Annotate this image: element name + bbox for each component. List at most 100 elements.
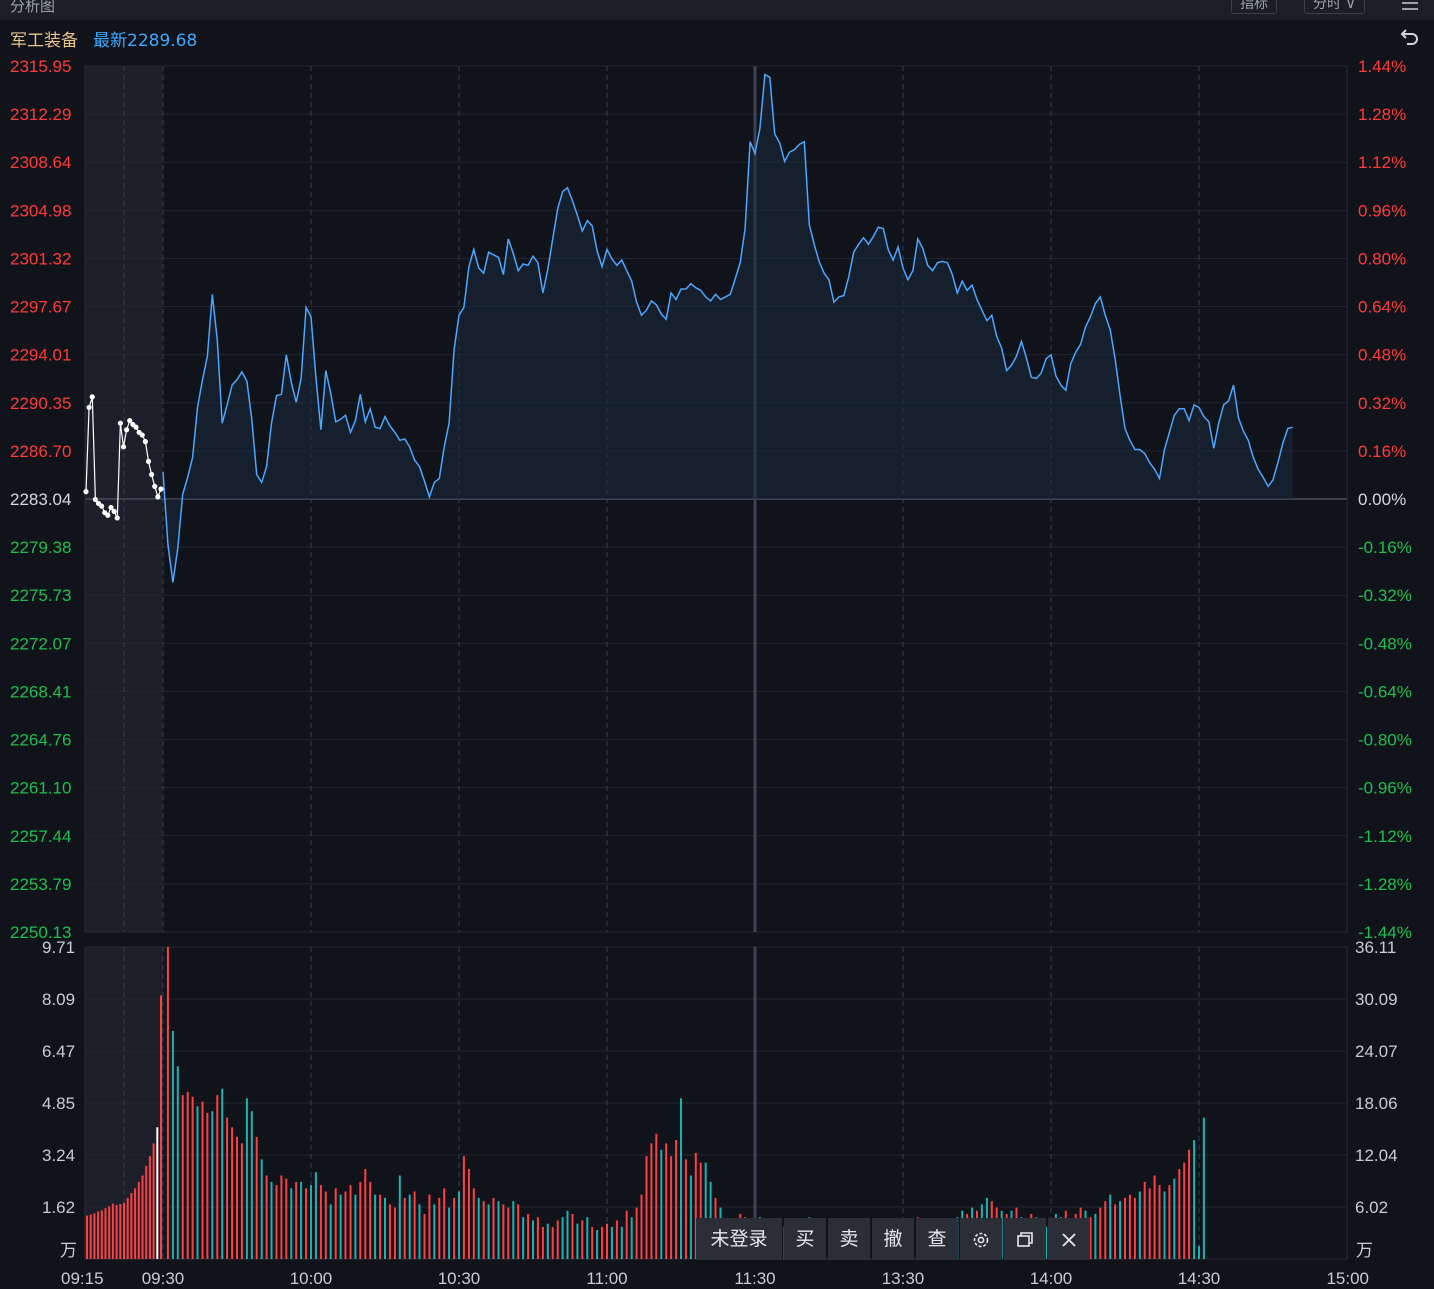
volume-bar xyxy=(374,1194,377,1259)
auction-point xyxy=(99,503,105,509)
auction-point xyxy=(127,417,133,424)
sell-button[interactable]: 卖 xyxy=(828,1218,870,1260)
volume-bar xyxy=(152,1143,155,1259)
volume-bar xyxy=(93,1213,96,1259)
volume-bar xyxy=(1089,1217,1092,1259)
volume-tick-label: 4.85 xyxy=(42,1094,75,1113)
price-tick-label: 2264.76 xyxy=(10,731,71,750)
volume-bar xyxy=(111,1203,114,1259)
volume-bar xyxy=(596,1230,599,1259)
volume-bar xyxy=(393,1207,396,1259)
indicator-button[interactable]: 指标 xyxy=(1231,0,1277,14)
volume-bar xyxy=(206,1112,209,1259)
time-tick-label: 15:00 xyxy=(1326,1269,1369,1288)
volume-bar xyxy=(186,1091,189,1259)
volume-bar xyxy=(1158,1185,1161,1259)
settings-button[interactable] xyxy=(960,1218,1002,1260)
volume-bar xyxy=(359,1181,362,1259)
cancel-order-button[interactable]: 撤 xyxy=(872,1218,914,1260)
volume-bar xyxy=(428,1194,431,1259)
volume-bar xyxy=(1168,1185,1171,1259)
period-dropdown[interactable]: 分时 ∨ xyxy=(1304,0,1365,14)
time-tick-label: 14:00 xyxy=(1030,1269,1073,1288)
volume-bar xyxy=(176,1066,179,1259)
time-tick-label: 13:30 xyxy=(882,1269,925,1288)
price-area xyxy=(163,74,1293,583)
volume-bar xyxy=(280,1175,283,1259)
volume-bar xyxy=(689,1175,692,1259)
auction-point xyxy=(149,471,155,478)
latest-price: 最新2289.68 xyxy=(93,31,198,51)
percent-tick-label: 1.12% xyxy=(1358,153,1406,172)
volume-bar xyxy=(1045,1226,1048,1259)
index-name: 军工装备 xyxy=(10,31,78,51)
price-tick-label: 2268.41 xyxy=(10,682,71,701)
close-button[interactable] xyxy=(1048,1218,1090,1260)
auction-point xyxy=(142,439,148,445)
volume-bar xyxy=(196,1106,199,1259)
volume-bar xyxy=(1202,1117,1205,1259)
volume-bar xyxy=(556,1220,559,1259)
price-tick-label: 2275.73 xyxy=(10,586,71,605)
volume-right-tick-label: 6.02 xyxy=(1355,1198,1388,1217)
volume-tick-label: 6.47 xyxy=(42,1042,75,1061)
query-button[interactable]: 查 xyxy=(916,1218,958,1260)
volume-bar xyxy=(221,1088,224,1259)
volume-right-tick-label: 18.06 xyxy=(1355,1094,1398,1113)
volume-bar xyxy=(1198,1246,1200,1259)
volume-bar xyxy=(349,1185,352,1259)
volume-bar xyxy=(211,1111,214,1259)
window-title: 分析图 xyxy=(10,0,56,15)
volume-bar xyxy=(655,1133,658,1259)
percent-tick-label: 0.16% xyxy=(1358,442,1406,461)
volume-bar xyxy=(1193,1140,1196,1259)
volume-bar xyxy=(305,1188,308,1259)
auction-point xyxy=(117,420,123,426)
volume-bar xyxy=(675,1140,678,1259)
volume-bar xyxy=(630,1217,633,1259)
volume-bar xyxy=(487,1204,490,1259)
percent-tick-label: -1.28% xyxy=(1358,875,1412,894)
volume-bar xyxy=(141,1175,144,1259)
percent-tick-label: 0.80% xyxy=(1358,249,1406,268)
restore-button[interactable] xyxy=(1004,1218,1046,1260)
volume-bar xyxy=(458,1191,460,1259)
time-tick-label: 09:30 xyxy=(142,1269,185,1288)
volume-bar xyxy=(191,1096,194,1259)
axis-labels: 2315.95 1.44% 2312.29 1.28% 2308.64 1.12% 2304… xyxy=(10,57,1412,1288)
volume-bar xyxy=(462,1156,465,1259)
price-tick-label: 2294.01 xyxy=(10,346,71,365)
volume-bar xyxy=(166,947,169,1259)
auction-point xyxy=(114,515,120,521)
price-tick-label: 2308.64 xyxy=(10,153,71,172)
info-bar: 军工装备 最新2289.68 xyxy=(0,22,1434,51)
volume-bar xyxy=(275,1185,278,1259)
auction-point xyxy=(89,394,95,400)
buy-button[interactable]: 买 xyxy=(784,1218,826,1260)
volume-bar xyxy=(369,1181,372,1259)
volume-bar xyxy=(551,1226,554,1259)
volume-bar xyxy=(1124,1197,1126,1259)
volume-bar xyxy=(384,1197,386,1259)
volume-bar xyxy=(156,1127,159,1259)
volume-bar xyxy=(86,1215,88,1259)
refresh-icon[interactable] xyxy=(1398,24,1422,48)
menu-icon[interactable] xyxy=(1402,0,1418,12)
volume-bar xyxy=(467,1169,470,1259)
volume-bar xyxy=(620,1226,623,1259)
percent-tick-label: 0.48% xyxy=(1358,346,1406,365)
volume-bar xyxy=(130,1193,133,1259)
percent-tick-label: -0.80% xyxy=(1358,731,1412,750)
volume-bar xyxy=(566,1210,569,1259)
volume-bar xyxy=(1109,1194,1112,1259)
volume-bar xyxy=(295,1181,298,1259)
volume-bar xyxy=(1099,1207,1102,1259)
volume-bar xyxy=(571,1214,574,1259)
volume-bar xyxy=(640,1194,643,1259)
time-tick-label: 14:30 xyxy=(1178,1269,1221,1288)
volume-bar xyxy=(477,1197,480,1259)
volume-bar xyxy=(339,1194,342,1259)
auction-point xyxy=(124,427,130,433)
login-button[interactable]: 未登录 xyxy=(696,1218,782,1260)
